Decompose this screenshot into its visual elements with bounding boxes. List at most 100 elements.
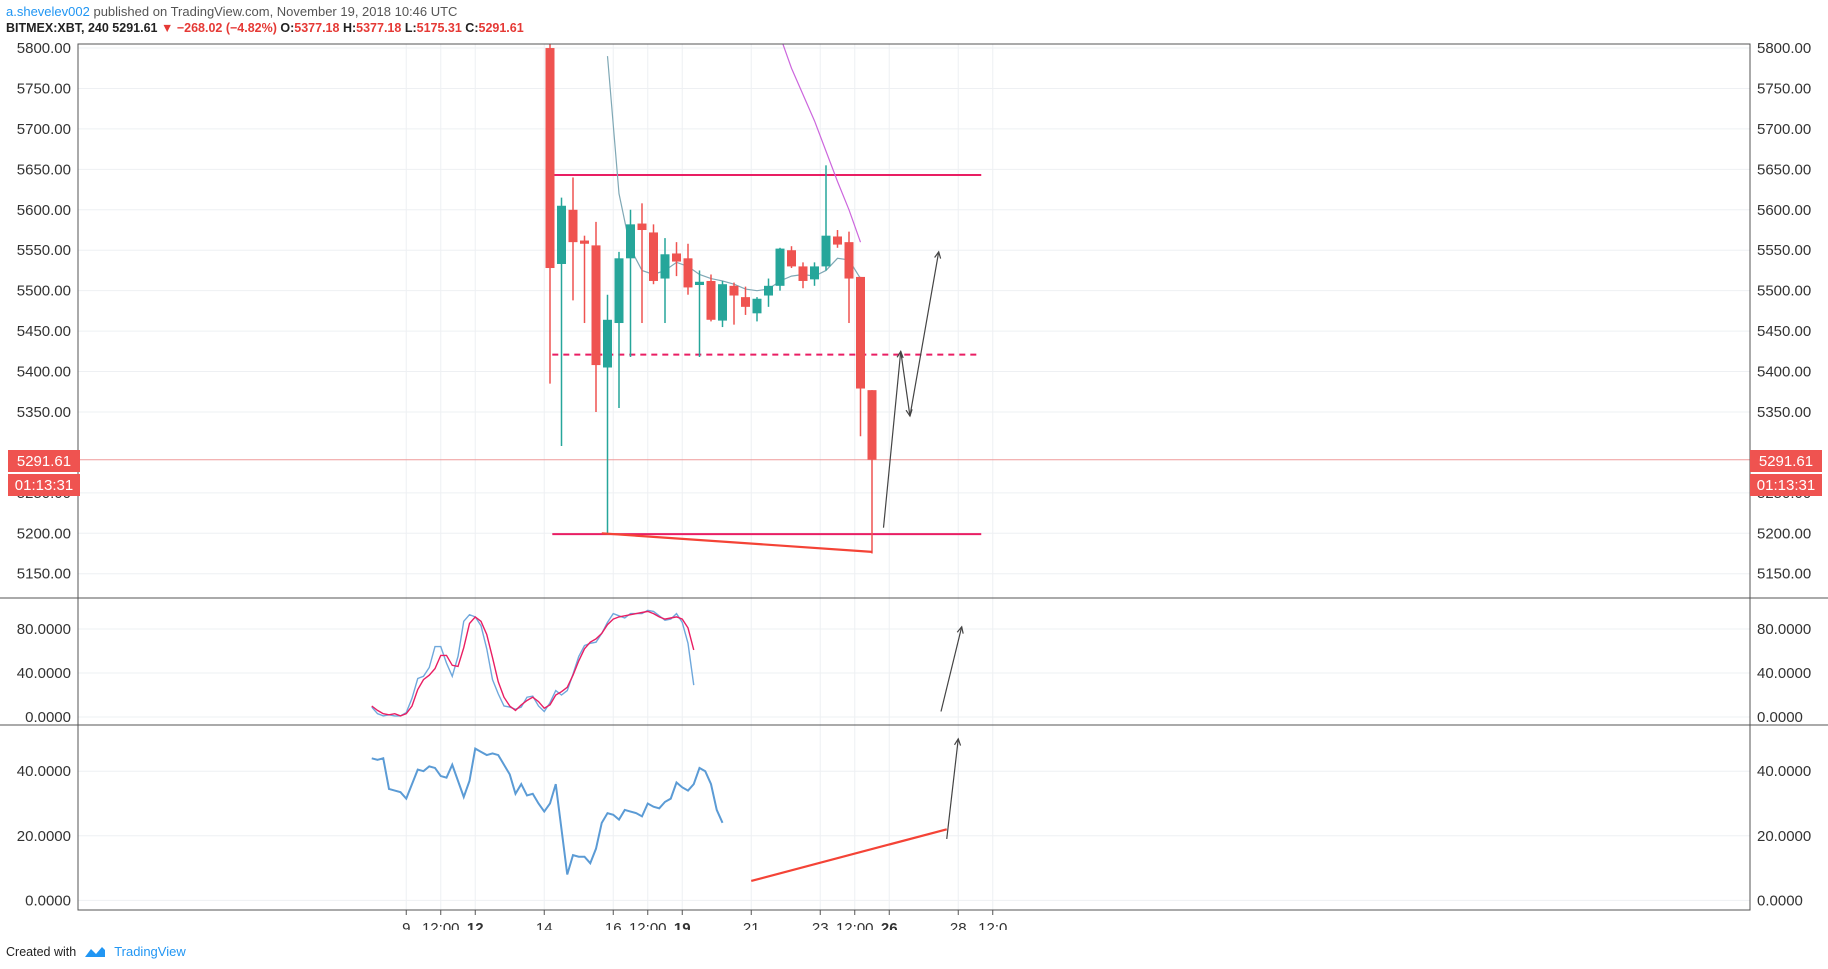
candle-body xyxy=(821,235,831,267)
author-link[interactable]: a.shevelev002 xyxy=(6,4,90,19)
stoch-d-line xyxy=(371,610,695,717)
candle-body xyxy=(614,258,624,324)
x-tick-label: 23 xyxy=(812,920,829,930)
stoch-tick-right: 0.0000 xyxy=(1757,709,1803,726)
candle-body xyxy=(695,281,704,286)
countdown-badge-right: 01:13:31 xyxy=(1757,477,1815,494)
candle-body xyxy=(729,285,739,296)
projection-arrow xyxy=(882,351,902,528)
countdown-badge-right-bg xyxy=(1750,474,1822,496)
published-text: published on TradingView.com, November 1… xyxy=(93,4,458,19)
candle-body xyxy=(660,254,670,279)
candle-body xyxy=(557,205,566,264)
projection-arrow xyxy=(909,251,940,417)
price-tick-right: 5600.00 xyxy=(1757,202,1811,219)
stoch-tick-right: 40.0000 xyxy=(1757,665,1811,682)
candle-body xyxy=(775,248,785,286)
price-tick-right: 5350.00 xyxy=(1757,404,1811,421)
stoch-projection-arrow xyxy=(940,626,963,712)
stoch-k-line xyxy=(371,609,695,717)
candle-body xyxy=(626,224,635,259)
price-tick-left: 5800.00 xyxy=(17,40,71,57)
price-tick-left: 5500.00 xyxy=(17,283,71,300)
x-tick-label: 21 xyxy=(743,920,760,930)
candle-body xyxy=(856,276,865,389)
price-tick-left: 5450.00 xyxy=(17,323,71,340)
price-tick-left: 5200.00 xyxy=(17,525,71,542)
candle-body xyxy=(787,250,796,267)
symbol-legend: BITMEX:XBT, 240 5291.61 ▼ −268.02 (−4.82… xyxy=(6,21,524,35)
publish-header: a.shevelev002 published on TradingView.c… xyxy=(6,3,457,21)
price-tick-right: 5150.00 xyxy=(1757,566,1811,583)
candle-body xyxy=(580,240,589,244)
price-divergence-line xyxy=(601,532,873,553)
candle-body xyxy=(764,285,773,296)
price-badge-left-bg xyxy=(8,450,80,472)
price-badge-right-bg xyxy=(1750,450,1822,472)
price-tick-right: 5750.00 xyxy=(1757,80,1811,97)
open-label: O: xyxy=(280,21,295,35)
price-tick-right: 5700.00 xyxy=(1757,121,1811,138)
stoch-tick-left: 40.0000 xyxy=(17,665,71,682)
price-badge-left: 5291.61 xyxy=(17,453,71,470)
price-tick-left: 5400.00 xyxy=(17,364,71,381)
candle-body xyxy=(741,297,750,307)
stoch-tick-left: 80.0000 xyxy=(17,621,71,638)
price-tick-right: 5400.00 xyxy=(1757,364,1811,381)
price-tick-right: 5800.00 xyxy=(1757,40,1811,57)
x-tick-label: 26 xyxy=(881,920,898,930)
osc-tick-left: 40.0000 xyxy=(17,763,71,780)
low-label: L: xyxy=(404,21,417,35)
high-label: H: xyxy=(342,21,357,35)
price-tick-left: 5550.00 xyxy=(17,242,71,259)
countdown-badge-left-bg xyxy=(8,474,80,496)
candle-body xyxy=(649,232,658,281)
osc-line xyxy=(371,747,724,875)
price-tick-left: 5700.00 xyxy=(17,121,71,138)
price-tick-left: 5650.00 xyxy=(17,161,71,178)
candle-body xyxy=(867,390,877,460)
oscillator-pane[interactable] xyxy=(371,737,962,883)
price-tick-right: 5450.00 xyxy=(1757,323,1811,340)
candle-body xyxy=(672,253,681,262)
stochastic-pane[interactable] xyxy=(371,609,964,717)
candle-body xyxy=(798,266,808,281)
x-tick-label: 28 xyxy=(950,920,967,930)
candle-body xyxy=(637,223,647,231)
created-with-text: Created with xyxy=(6,944,77,959)
stoch-tick-right: 80.0000 xyxy=(1757,621,1811,638)
high-value: 5377.18 xyxy=(356,21,402,35)
x-tick-label: 19 xyxy=(674,920,691,930)
x-tick-label: 16 xyxy=(605,920,622,930)
price-tick-right: 5650.00 xyxy=(1757,161,1811,178)
price-change: ▼ −268.02 (−4.82%) xyxy=(160,21,277,35)
osc-projection-arrow-head xyxy=(953,737,962,746)
countdown-badge-left: 01:13:31 xyxy=(15,477,73,494)
candle-body xyxy=(683,258,693,288)
price-pane[interactable] xyxy=(545,4,982,554)
x-tick-label: 14 xyxy=(536,920,553,930)
osc-tick-right: 0.0000 xyxy=(1757,892,1803,909)
price-tick-left: 5350.00 xyxy=(17,404,71,421)
candle-body xyxy=(706,280,716,320)
x-tick-label: 12 xyxy=(467,920,484,930)
price-tick-right: 5550.00 xyxy=(1757,242,1811,259)
candle-body xyxy=(545,48,555,269)
osc-divergence-line xyxy=(750,828,948,883)
x-tick-label: 12:00 xyxy=(836,920,874,930)
price-badge-right: 5291.61 xyxy=(1759,453,1813,470)
candle-body xyxy=(603,319,612,368)
osc-tick-right: 20.0000 xyxy=(1757,828,1811,845)
projection-arrow-head xyxy=(934,250,942,259)
stoch-projection-arrow-head xyxy=(956,625,964,634)
low-value: 5175.31 xyxy=(416,21,462,35)
tradingview-brand-link[interactable]: TradingView xyxy=(114,944,186,959)
plot-border xyxy=(77,43,1751,911)
price-tick-left: 5150.00 xyxy=(17,566,71,583)
x-tick-label: 12:00 xyxy=(422,920,460,930)
osc-tick-right: 40.0000 xyxy=(1757,763,1811,780)
chart-canvas[interactable]: 5800.00 5800.00 5750.00 5750.00 5700.00 5700.… xyxy=(0,0,1828,930)
candle-body xyxy=(752,298,762,314)
open-value: 5377.18 xyxy=(294,21,340,35)
x-tick-label: 12:00 xyxy=(629,920,667,930)
